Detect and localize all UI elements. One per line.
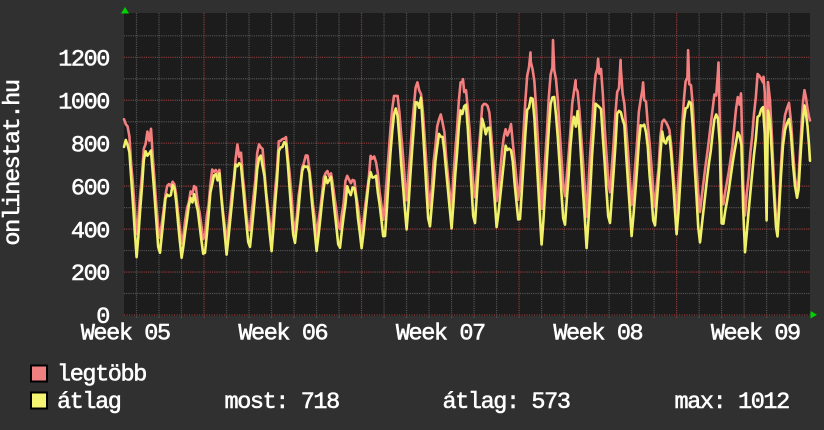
svg-text:most: 718: most: 718	[225, 389, 340, 416]
svg-text:800: 800	[71, 132, 109, 159]
svg-text:átlag: átlag	[57, 389, 121, 416]
svg-text:Week 06: Week 06	[238, 321, 327, 348]
svg-text:átlag: 573: átlag: 573	[443, 389, 570, 416]
svg-text:Week 07: Week 07	[396, 321, 485, 348]
svg-text:600: 600	[71, 175, 109, 202]
svg-text:legtöbb: legtöbb	[57, 362, 146, 389]
svg-text:200: 200	[71, 261, 109, 288]
svg-text:1200: 1200	[58, 47, 109, 74]
svg-text:0: 0	[96, 304, 109, 331]
svg-text:Week 08: Week 08	[553, 321, 642, 348]
svg-text:max: 1012: max: 1012	[675, 389, 790, 416]
svg-text:Week 05: Week 05	[81, 321, 170, 348]
svg-text:Week 09: Week 09	[711, 321, 800, 348]
svg-text:400: 400	[71, 218, 109, 245]
svg-text:1000: 1000	[58, 90, 109, 117]
svg-text:onlinestat.hu: onlinestat.hu	[0, 80, 27, 245]
